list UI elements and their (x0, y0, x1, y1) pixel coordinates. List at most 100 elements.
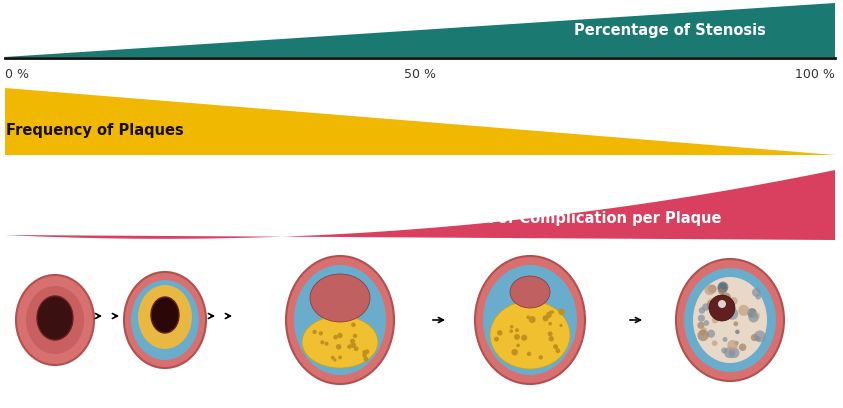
Circle shape (514, 334, 520, 340)
Circle shape (549, 322, 552, 326)
Ellipse shape (490, 301, 570, 369)
Text: 50 %: 50 % (404, 68, 436, 81)
Circle shape (325, 341, 329, 346)
Circle shape (347, 344, 352, 349)
Circle shape (728, 348, 739, 358)
Circle shape (550, 310, 554, 314)
Circle shape (717, 282, 728, 293)
Circle shape (751, 334, 758, 341)
Ellipse shape (676, 259, 784, 381)
Ellipse shape (286, 256, 394, 384)
Circle shape (738, 305, 749, 316)
Circle shape (755, 294, 761, 299)
Polygon shape (5, 3, 835, 57)
Ellipse shape (510, 276, 550, 308)
Circle shape (753, 312, 760, 319)
Ellipse shape (684, 268, 776, 372)
Circle shape (697, 322, 705, 329)
Circle shape (718, 288, 724, 295)
Ellipse shape (37, 296, 73, 340)
Circle shape (699, 307, 705, 314)
Ellipse shape (16, 275, 94, 365)
Circle shape (362, 350, 367, 355)
Circle shape (509, 329, 513, 333)
Circle shape (738, 344, 746, 351)
Circle shape (333, 358, 336, 361)
Circle shape (735, 330, 739, 334)
Circle shape (711, 317, 718, 324)
Circle shape (727, 308, 738, 320)
Ellipse shape (294, 265, 386, 375)
Circle shape (706, 300, 717, 310)
Circle shape (362, 353, 367, 357)
Circle shape (527, 352, 531, 356)
Circle shape (336, 344, 341, 350)
Ellipse shape (131, 280, 199, 360)
Ellipse shape (475, 256, 585, 384)
Circle shape (747, 308, 757, 318)
Circle shape (521, 335, 527, 341)
Circle shape (365, 349, 369, 354)
Text: Frequency of Plaques: Frequency of Plaques (6, 122, 184, 137)
Circle shape (702, 303, 710, 311)
Circle shape (363, 357, 368, 361)
Circle shape (703, 320, 709, 326)
Circle shape (707, 330, 715, 338)
Circle shape (539, 355, 543, 359)
Circle shape (338, 355, 342, 359)
Circle shape (548, 331, 552, 336)
Circle shape (752, 288, 760, 297)
Circle shape (553, 344, 558, 349)
Circle shape (754, 330, 765, 342)
Ellipse shape (26, 286, 84, 354)
Circle shape (516, 344, 520, 347)
Circle shape (749, 312, 759, 322)
Circle shape (354, 346, 358, 351)
Circle shape (733, 322, 738, 326)
Circle shape (351, 342, 356, 348)
Circle shape (494, 337, 499, 341)
Text: Risk of Complication per Plaque: Risk of Complication per Plaque (459, 211, 722, 226)
Circle shape (350, 339, 355, 344)
Circle shape (560, 324, 562, 327)
Text: 100 %: 100 % (795, 68, 835, 81)
Circle shape (556, 348, 561, 353)
Circle shape (720, 292, 731, 303)
Circle shape (709, 295, 735, 321)
Circle shape (313, 330, 317, 334)
Circle shape (558, 309, 565, 315)
Text: Percentage of Stenosis: Percentage of Stenosis (574, 22, 766, 38)
Circle shape (319, 331, 323, 335)
Circle shape (515, 328, 519, 332)
Polygon shape (5, 88, 835, 155)
Circle shape (722, 348, 728, 353)
Circle shape (351, 322, 356, 327)
Circle shape (698, 315, 705, 322)
Circle shape (546, 312, 552, 318)
Circle shape (711, 340, 717, 346)
Circle shape (331, 356, 335, 359)
Circle shape (353, 334, 357, 338)
Circle shape (510, 325, 513, 328)
Circle shape (549, 310, 552, 314)
Circle shape (724, 347, 735, 358)
Ellipse shape (151, 297, 179, 333)
Circle shape (549, 336, 554, 341)
Circle shape (333, 335, 338, 339)
Circle shape (756, 336, 760, 341)
Circle shape (708, 285, 717, 293)
Circle shape (699, 329, 706, 336)
Circle shape (702, 328, 707, 333)
Ellipse shape (302, 316, 378, 368)
Circle shape (526, 315, 530, 319)
Circle shape (320, 340, 325, 344)
Circle shape (697, 330, 709, 341)
Circle shape (548, 315, 550, 318)
Ellipse shape (124, 272, 206, 368)
Circle shape (337, 333, 343, 338)
Ellipse shape (138, 285, 192, 349)
Circle shape (707, 298, 715, 306)
Circle shape (717, 284, 728, 293)
Polygon shape (5, 170, 835, 240)
Circle shape (728, 340, 738, 350)
